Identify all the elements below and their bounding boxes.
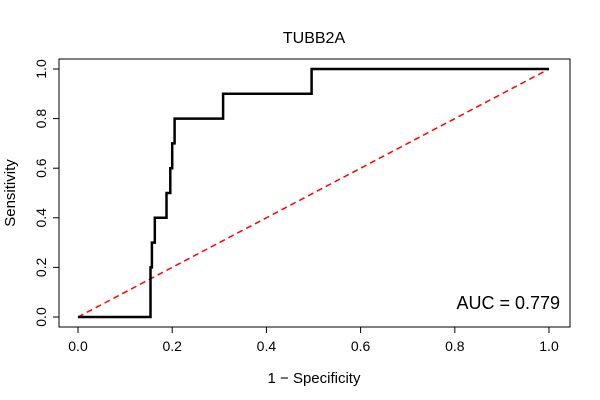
y-tick-label: 0.8: [33, 109, 49, 129]
x-tick-label: 0.0: [68, 338, 88, 354]
reference-diagonal-line: [77, 68, 550, 318]
y-tick-label: 0.0: [33, 307, 49, 327]
x-axis: 0.0 0.2 0.4 0.6 0.8 1.0: [68, 326, 559, 354]
x-tick-label: 0.4: [257, 338, 277, 354]
x-tick-label: 0.8: [445, 338, 465, 354]
x-tick-label: 1.0: [539, 338, 559, 354]
y-tick-label: 0.6: [33, 158, 49, 178]
y-tick-label: 1.0: [33, 59, 49, 79]
y-tick-label: 0.4: [33, 208, 49, 228]
auc-annotation: AUC = 0.779: [456, 293, 560, 313]
series-layer: [77, 67, 550, 319]
roc-curve-line: [78, 67, 549, 319]
x-tick-label: 0.6: [351, 338, 371, 354]
x-tick-label: 0.2: [162, 338, 182, 354]
y-axis-label: Sensitivity: [2, 159, 19, 227]
y-tick-label: 0.2: [33, 257, 49, 277]
y-axis: 0.0 0.2 0.4 0.6 0.8 1.0: [33, 59, 60, 327]
chart-title: TUBB2A: [283, 30, 346, 47]
x-axis-label: 1 − Specificity: [268, 370, 361, 387]
